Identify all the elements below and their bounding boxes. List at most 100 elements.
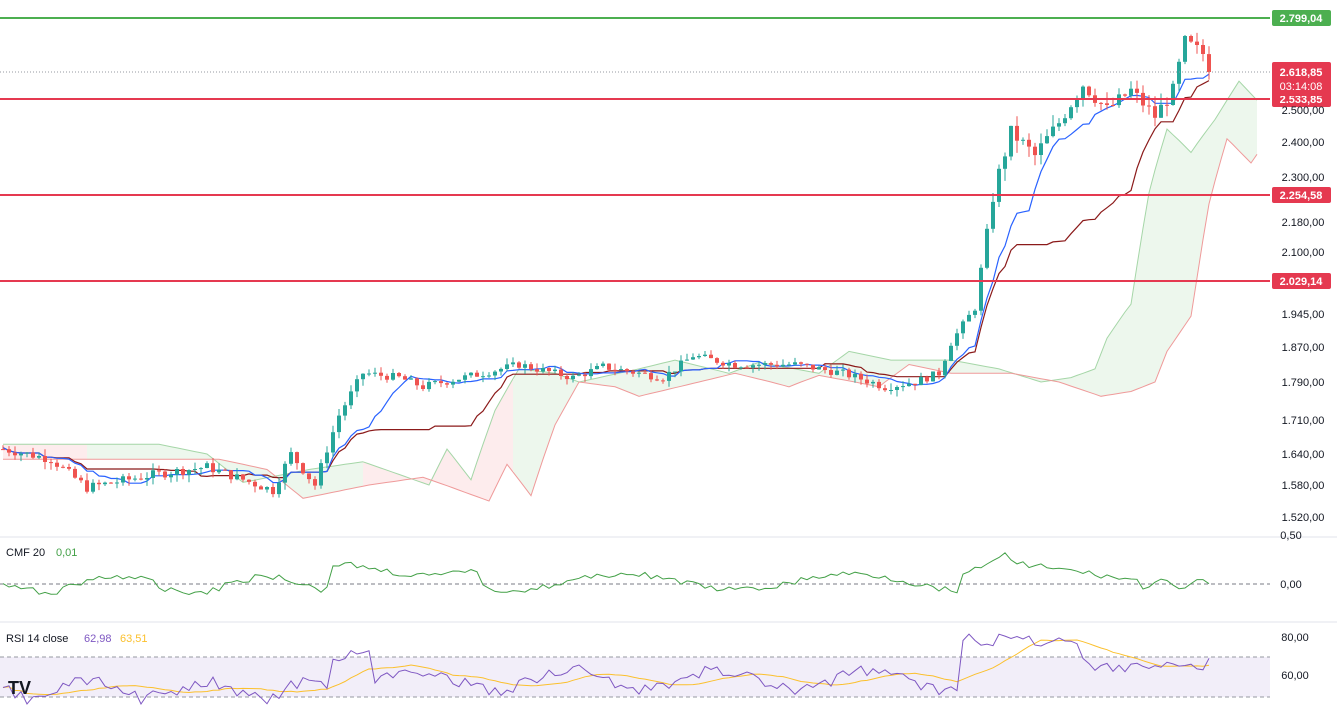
candle-body <box>403 376 407 380</box>
candle-body <box>421 385 425 389</box>
candle-body <box>1195 41 1199 45</box>
candle-body <box>1177 61 1181 84</box>
price-axis-tick-5: 1.870,00 <box>1282 342 1325 354</box>
candle-body <box>559 369 563 376</box>
candle-body <box>415 378 419 386</box>
candle-body <box>145 478 149 480</box>
rsi-axis-tick-1: 60,00 <box>1281 670 1309 682</box>
senkou-a-segment-4 <box>512 80 1258 383</box>
candle-body <box>919 376 923 386</box>
candle-body <box>997 168 1001 202</box>
candle-body <box>211 463 215 473</box>
candle-body <box>409 378 413 380</box>
candle-body <box>595 366 599 370</box>
candle-body <box>745 367 749 369</box>
candle-body <box>361 373 365 380</box>
candle-body <box>469 372 473 376</box>
candle-body <box>1201 45 1205 54</box>
candle-body <box>343 405 347 416</box>
candle-body <box>331 432 335 453</box>
candle-body <box>61 466 65 468</box>
candle-body <box>151 470 155 478</box>
candle-body <box>517 362 521 368</box>
candle-body <box>367 373 371 375</box>
candle-body <box>895 387 899 390</box>
candle-body <box>181 469 185 475</box>
candle-body <box>115 482 119 484</box>
candle-body <box>901 386 905 388</box>
horizontal-lines[interactable]: 2.799,04 2.533,85 2.254,58 2.029,14 <box>0 10 1331 289</box>
candle-body <box>157 470 161 472</box>
candle-body <box>205 463 209 468</box>
price-axis-tick-7: 2.100,00 <box>1282 247 1325 259</box>
candle-body <box>1099 102 1103 104</box>
cmf-axis-tick-0: 0,50 <box>1280 530 1301 542</box>
candle-body <box>1105 103 1109 105</box>
candle-body <box>853 373 857 378</box>
candle-body <box>175 469 179 475</box>
price-axis-tick-3: 1.710,00 <box>1282 415 1325 427</box>
candle-body <box>379 372 383 376</box>
candle-body <box>553 369 557 372</box>
horizontal-line-badge-0 <box>1272 10 1331 26</box>
candles[interactable] <box>1 32 1211 498</box>
price-axis-tick-0: 1.520,00 <box>1282 512 1325 524</box>
candle-body <box>1165 104 1169 106</box>
rsi-ma-line <box>2 639 1210 695</box>
candle-body <box>259 486 263 490</box>
candle-body <box>385 375 389 380</box>
rsi-legend-label[interactable]: RSI 14 close <box>6 633 68 645</box>
candle-body <box>961 321 965 334</box>
candle-body <box>1033 146 1037 156</box>
cloud-segment-2 <box>87 444 363 499</box>
candle-body <box>1087 86 1091 96</box>
candle-body <box>625 369 629 372</box>
price-axis-tick-1: 1.580,00 <box>1282 480 1325 492</box>
candle-body <box>163 471 167 478</box>
candle-body <box>451 381 455 385</box>
candle-body <box>685 359 689 361</box>
candle-body <box>427 381 431 390</box>
candle-body <box>877 381 881 389</box>
tenkan-line <box>2 73 1210 484</box>
candle-body <box>277 482 281 495</box>
candle-body <box>499 368 503 372</box>
senkou-b-segment-4 <box>512 137 1258 497</box>
candle-body <box>697 356 701 358</box>
cmf-pane <box>2 552 1210 596</box>
candle-body <box>631 371 635 374</box>
candle-body <box>1207 54 1211 72</box>
candle-body <box>679 360 683 372</box>
candle-body <box>661 380 665 382</box>
candle-body <box>733 363 737 368</box>
candle-body <box>253 481 257 487</box>
candle-body <box>313 479 317 486</box>
price-axis[interactable]: 1.520,00 1.580,00 1.640,00 1.710,00 1.790,00… <box>1280 105 1324 682</box>
candle-body <box>295 452 299 464</box>
senkou-a-segment-3 <box>362 378 514 486</box>
candle-body <box>37 456 41 458</box>
candle-body <box>127 476 131 480</box>
candle-body <box>823 367 827 370</box>
candle-body <box>109 482 113 484</box>
candle-body <box>1009 125 1013 157</box>
candle-body <box>1189 36 1193 42</box>
price-axis-tick-11: 2.500,00 <box>1282 105 1325 117</box>
candle-body <box>337 415 341 433</box>
candle-body <box>1153 106 1157 118</box>
tradingview-logo[interactable]: TV <box>8 678 31 698</box>
candle-body <box>169 474 173 478</box>
senkou-a-segment-2 <box>87 443 364 483</box>
candle-body <box>373 372 377 374</box>
candle-body <box>721 362 725 366</box>
candle-body <box>973 310 977 315</box>
candle-body <box>301 463 305 474</box>
candle-body <box>457 379 461 382</box>
candle-body <box>1039 143 1043 155</box>
cmf-legend-label[interactable]: CMF 20 <box>6 547 45 559</box>
candle-body <box>937 371 941 376</box>
horizontal-line-label-1: 2.533,85 <box>1280 94 1323 106</box>
candle-body <box>505 364 509 369</box>
